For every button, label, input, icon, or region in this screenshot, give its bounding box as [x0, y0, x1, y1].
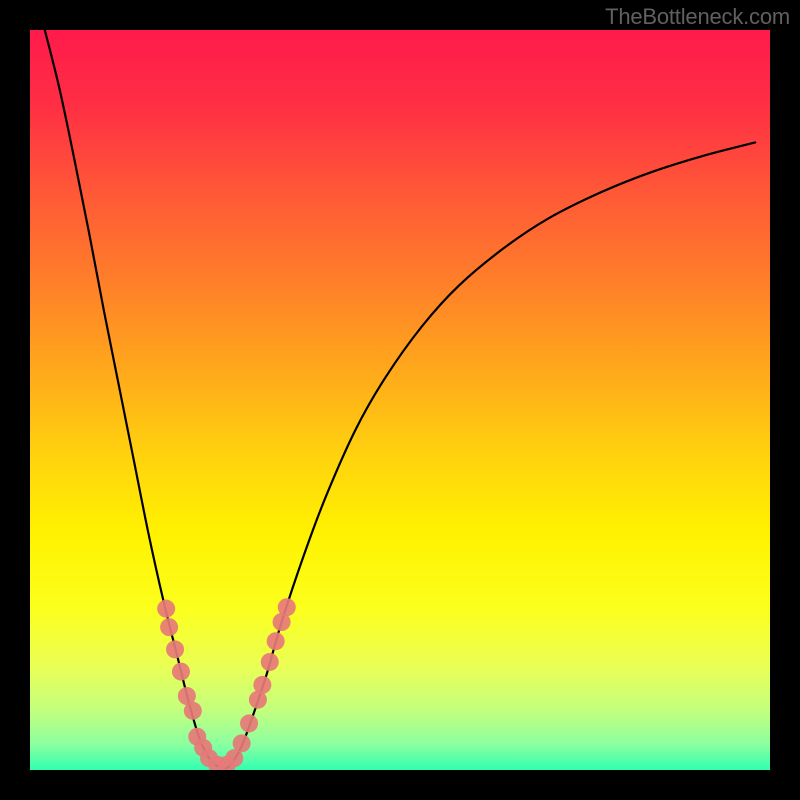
- curve-marker: [278, 598, 296, 616]
- watermark-text: TheBottleneck.com: [605, 4, 790, 30]
- plot-svg: [30, 30, 770, 770]
- curve-marker: [184, 702, 202, 720]
- curve-marker: [166, 640, 184, 658]
- curve-marker: [160, 618, 178, 636]
- curve-marker: [267, 632, 285, 650]
- curve-marker: [253, 676, 271, 694]
- curve-marker: [261, 653, 279, 671]
- gradient-background: [30, 30, 770, 770]
- bottleneck-curve-plot: [30, 30, 770, 770]
- chart-frame: TheBottleneck.com: [0, 0, 800, 800]
- curve-marker: [240, 714, 258, 732]
- curve-marker: [233, 734, 251, 752]
- curve-marker: [172, 663, 190, 681]
- curve-marker: [157, 600, 175, 618]
